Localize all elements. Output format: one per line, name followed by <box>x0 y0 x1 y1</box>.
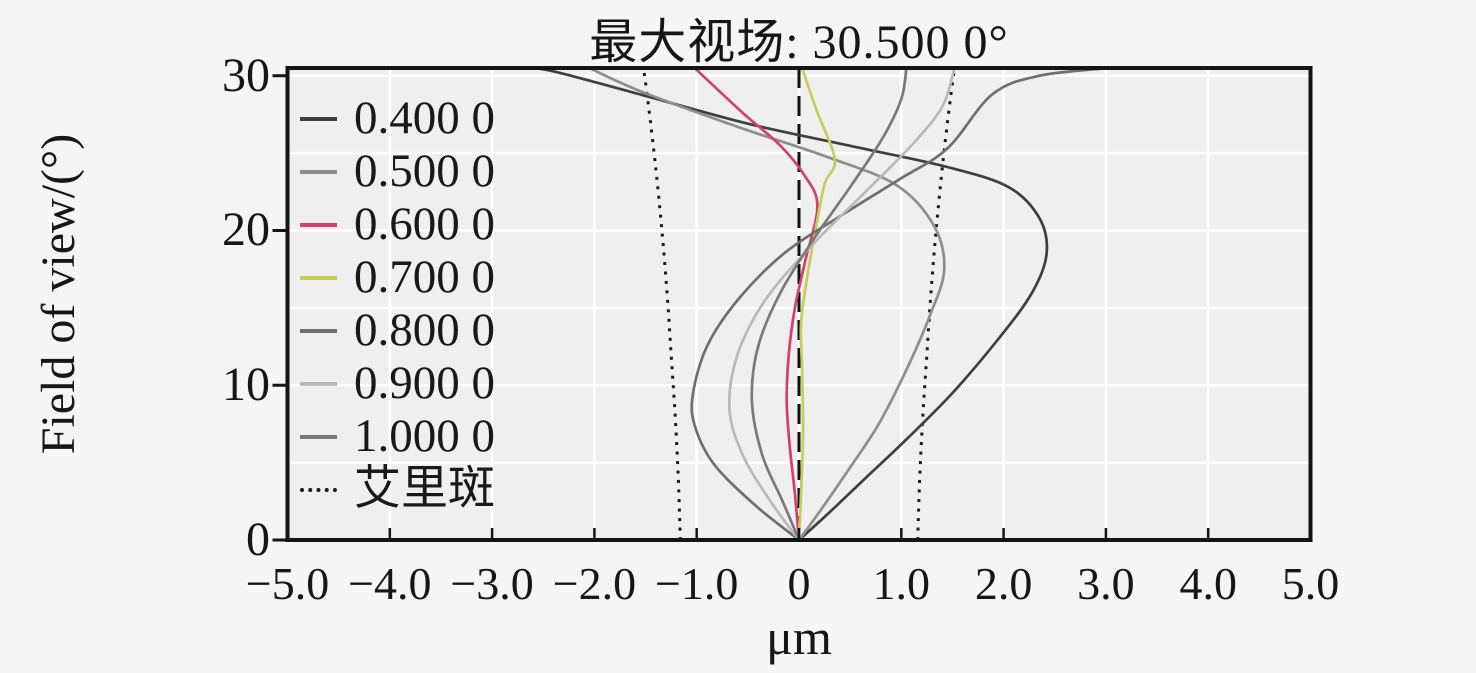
legend-label: 0.400 0 <box>354 92 495 144</box>
x-tick-label: −4.0 <box>348 558 432 609</box>
y-tick-label: 20 <box>222 203 270 257</box>
legend-label: 0.600 0 <box>354 198 495 250</box>
airy-disk-curve-left <box>642 67 682 541</box>
legend-item: 0.700 0 <box>300 251 495 304</box>
x-tick-label: 2.0 <box>974 558 1033 609</box>
legend-item: 艾里斑 <box>300 463 495 516</box>
legend-line-swatch <box>300 275 337 280</box>
legend-item: 0.800 0 <box>300 304 495 357</box>
legend-label: 0.800 0 <box>354 304 495 356</box>
series-line-0.5000 <box>587 66 946 542</box>
series-line-0.9000 <box>727 66 956 542</box>
x-tick-label: −3.0 <box>450 558 534 609</box>
y-tick-label: 30 <box>222 48 270 102</box>
x-axis-label: μm <box>766 609 832 665</box>
legend-label: 0.700 0 <box>354 251 495 303</box>
plot-frame <box>285 66 1313 542</box>
x-tick-label: −5.0 <box>245 558 330 609</box>
x-tick-label: 5.0 <box>1281 558 1340 609</box>
legend-item: 0.900 0 <box>300 357 495 410</box>
x-tick-label: 3.0 <box>1077 558 1135 609</box>
y-tick-label: 10 <box>222 358 270 412</box>
legend-item: 0.600 0 <box>300 198 495 251</box>
legend-line-swatch <box>300 381 337 386</box>
series-line-0.8000 <box>690 66 1110 542</box>
legend-item: 1.000 0 <box>300 410 495 463</box>
x-tick-label: 1.0 <box>872 558 931 609</box>
legend-line-swatch <box>300 487 337 492</box>
legend-label: 0.500 0 <box>354 145 495 197</box>
series-line-1.0000 <box>750 66 908 542</box>
legend-item: 0.400 0 <box>300 92 495 145</box>
series-line-0.6000 <box>693 66 819 542</box>
legend-line-swatch <box>300 116 337 121</box>
legend-label: 0.900 0 <box>354 357 495 409</box>
legend-line-swatch <box>300 222 337 227</box>
airy-disk-curve-right <box>916 67 956 541</box>
y-axis-label: Field of view/(°) <box>32 133 85 455</box>
x-tick-label: 4.0 <box>1179 558 1237 609</box>
legend-line-swatch <box>300 328 337 333</box>
chart-title: 最大视场: 30.500 0° <box>589 16 1009 69</box>
series-line-0.7000 <box>797 66 837 542</box>
legend-line-swatch <box>300 434 337 439</box>
x-tick-label: 0 <box>787 558 811 609</box>
legend: 0.400 0 0.500 0 0.600 0 0.700 0 0.800 0 0.900… <box>300 92 495 516</box>
legend-label: 艾里斑 <box>354 463 495 515</box>
x-tick-label: −2.0 <box>552 558 637 609</box>
y-tick-label: 0 <box>246 513 270 566</box>
legend-item: 0.500 0 <box>300 145 495 198</box>
legend-label: 1.000 0 <box>354 410 495 462</box>
legend-line-swatch <box>300 169 337 174</box>
x-tick-label: −1.0 <box>654 558 739 609</box>
